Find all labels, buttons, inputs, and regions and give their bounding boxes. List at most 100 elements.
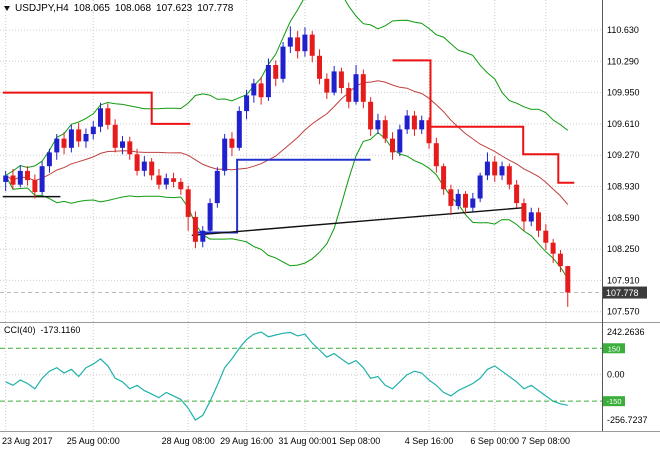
candle — [200, 226, 206, 248]
candle — [309, 30, 315, 63]
candle — [375, 113, 381, 134]
time-axis-label: 28 Aug 08:00 — [162, 436, 215, 446]
candle-body — [536, 212, 541, 231]
resistance-step-line[interactable] — [392, 59, 575, 184]
candle-body — [171, 178, 177, 182]
candle-body — [222, 138, 228, 171]
candle-body — [258, 83, 264, 98]
candle-body — [397, 129, 403, 153]
candle-body — [295, 37, 301, 52]
candle — [550, 239, 556, 263]
candle-body — [506, 166, 512, 185]
candle-body — [141, 161, 147, 171]
candle — [178, 178, 184, 195]
candle — [134, 148, 140, 176]
candle — [441, 163, 447, 195]
time-axis-label: 29 Aug 16:00 — [220, 436, 273, 446]
candle-body — [61, 138, 67, 148]
price-axis-label: 110.290 — [607, 56, 639, 66]
candle-body — [302, 34, 308, 52]
candle-body — [470, 198, 476, 208]
candle-body — [68, 129, 74, 148]
candle-body — [229, 138, 235, 148]
candle-body — [244, 95, 250, 112]
time-axis-label: 23 Aug 2017 — [2, 436, 53, 446]
candle-body — [382, 120, 388, 139]
candle — [207, 198, 213, 235]
candle-body — [54, 138, 60, 153]
resistance-step-line[interactable] — [2, 91, 191, 125]
candle — [477, 172, 483, 203]
candle — [543, 224, 549, 250]
candle — [506, 163, 512, 190]
candle — [353, 65, 359, 105]
candle-body — [207, 203, 213, 231]
candles-series — [3, 26, 571, 307]
candle-body — [419, 120, 425, 130]
candle — [536, 207, 541, 238]
candle-body — [17, 170, 23, 185]
candle — [346, 82, 352, 109]
candle-body — [105, 108, 111, 125]
candle — [61, 132, 67, 155]
candle — [141, 156, 147, 177]
time-axis-label: 7 Sep 08:00 — [522, 436, 571, 446]
cci-level-badge — [603, 396, 625, 407]
candle-body — [3, 175, 9, 182]
candle-body — [280, 46, 286, 79]
candle-body — [251, 83, 257, 96]
cci-axis-label: 0.00 — [607, 370, 625, 380]
symbol-timeframe-label: USDJPY,H4 — [15, 3, 69, 14]
candle-body — [192, 216, 198, 242]
price-axis-label: 108.590 — [607, 213, 640, 223]
price-axis-label: 108.930 — [607, 182, 640, 192]
candle-body — [156, 175, 162, 185]
price-axis-label: 107.570 — [607, 307, 640, 317]
bollinger-lower-band — [5, 131, 569, 279]
candle — [419, 115, 425, 134]
cci-name-label: CCI(40) — [4, 325, 36, 335]
candle-body — [550, 242, 556, 254]
open-value: 108.065 — [73, 3, 110, 14]
time-axis-label: 6 Sep 00:00 — [470, 436, 519, 446]
candle — [521, 198, 527, 231]
candle-body — [90, 126, 96, 135]
candle-body — [214, 170, 220, 204]
candle — [528, 207, 534, 227]
ohlc-header: USDJPY,H4 108.065 108.068 107.623 107.77… — [4, 3, 233, 14]
candle-body — [353, 74, 359, 102]
candle-body — [287, 37, 293, 47]
cci-level-badge — [603, 343, 625, 354]
candle — [273, 60, 279, 87]
candle-body — [455, 193, 461, 206]
candle — [192, 211, 198, 249]
close-value: 107.778 — [197, 3, 234, 14]
candle-body — [499, 166, 505, 176]
candle-body — [265, 65, 271, 98]
bollinger-upper-band — [5, 0, 569, 176]
cci-indicator-label: CCI(40) -173.1160 — [4, 325, 80, 335]
current-price-badge — [603, 286, 647, 299]
candle-body — [83, 134, 89, 142]
candle — [557, 250, 563, 273]
candle — [287, 26, 293, 53]
support-step-line[interactable] — [195, 158, 371, 234]
candle — [39, 161, 45, 195]
trendline[interactable] — [191, 206, 525, 236]
candle-body — [331, 71, 337, 93]
candle-body — [76, 129, 82, 142]
grid-lines — [0, 0, 602, 431]
candle — [244, 89, 250, 120]
candle — [338, 67, 344, 94]
candle-body — [185, 189, 191, 217]
candle — [156, 169, 162, 190]
candle-body — [448, 189, 454, 206]
candle-body — [543, 230, 549, 243]
candle — [127, 136, 133, 160]
candle — [68, 124, 74, 153]
cci-value-label: -173.1160 — [40, 325, 81, 335]
candle-body — [426, 120, 432, 144]
candle-body — [273, 65, 279, 79]
time-axis-label: 4 Sep 16:00 — [405, 436, 454, 446]
